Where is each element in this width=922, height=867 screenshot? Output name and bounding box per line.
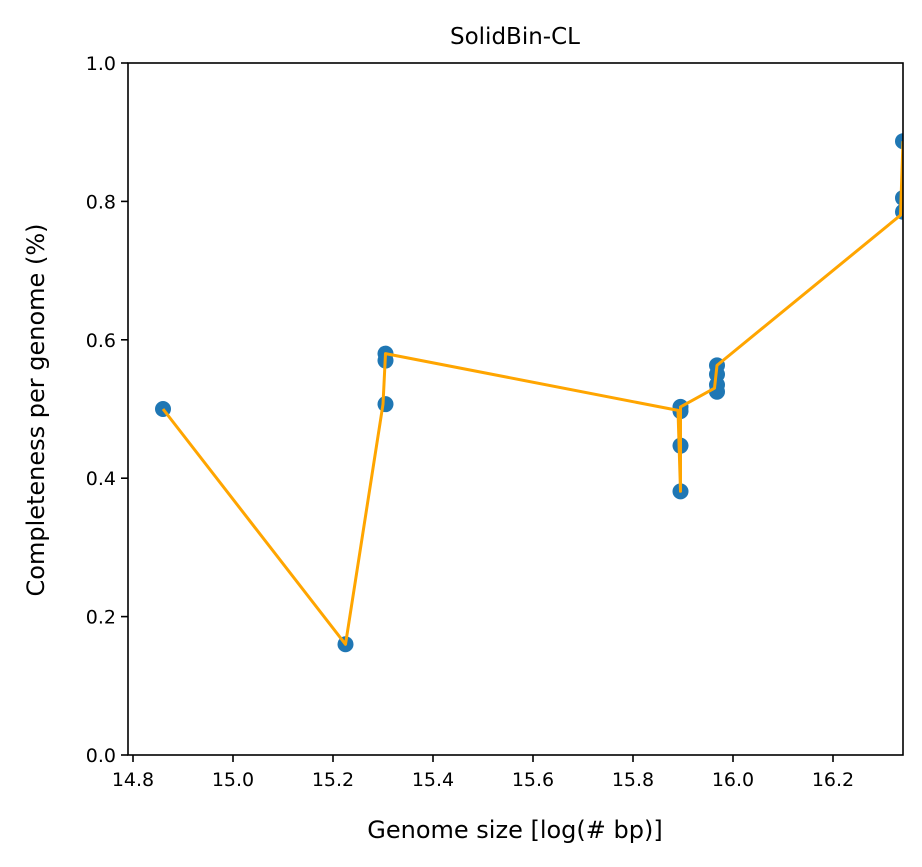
chart-title: SolidBin-CL — [450, 24, 580, 50]
scatter-point — [709, 383, 725, 400]
y-tick-label: 0.6 — [86, 330, 116, 352]
x-tick-label: 16.2 — [812, 769, 854, 791]
x-tick-label: 15.2 — [312, 769, 354, 791]
y-tick-label: 0.0 — [86, 745, 116, 767]
x-tick-label: 15.6 — [512, 769, 554, 791]
plot-frame — [127, 62, 904, 756]
data-marks — [155, 133, 903, 653]
x-tick-label: 14.8 — [112, 769, 154, 791]
x-tick-label: 15.8 — [612, 769, 654, 791]
y-tick-label: 0.4 — [86, 468, 116, 490]
x-tick-label: 15.0 — [212, 769, 254, 791]
x-axis-label: Genome size [log(# bp)] — [367, 816, 662, 844]
series-line — [161, 141, 903, 646]
y-axis-label: Completeness per genome (%) — [22, 224, 50, 597]
y-tick-label: 0.2 — [86, 607, 116, 629]
x-tick-label: 16.0 — [712, 769, 754, 791]
x-tick-label: 15.4 — [412, 769, 454, 791]
scatter-point — [377, 396, 394, 413]
y-tick-label: 0.8 — [86, 191, 116, 213]
scatter-point — [895, 133, 903, 150]
y-tick-label: 1.0 — [86, 53, 116, 75]
plot-area: 14.8 15.0 15.2 15.4 15.6 15.8 16.0 16.2 0.0 0.2 0.… — [86, 53, 904, 791]
